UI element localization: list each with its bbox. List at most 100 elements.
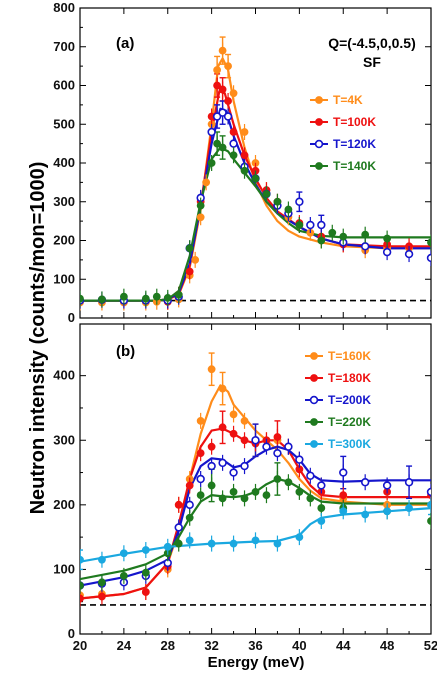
- legend-marker: [315, 96, 323, 104]
- data-point: [196, 201, 205, 210]
- data-point: [339, 232, 348, 241]
- y-tick-label: 600: [53, 78, 75, 93]
- data-point: [284, 442, 293, 451]
- x-tick-label: 20: [73, 638, 87, 653]
- data-point: [229, 539, 238, 548]
- data-point: [328, 228, 337, 237]
- data-point: [360, 242, 370, 251]
- plot-area: [80, 36, 431, 311]
- data-point: [240, 166, 249, 175]
- data-point: [185, 481, 194, 490]
- legend-label: T=220K: [328, 415, 371, 429]
- data-point: [295, 488, 304, 496]
- fit-curve-T=140K: [80, 146, 431, 302]
- data-point: [80, 581, 84, 590]
- data-point: [207, 481, 216, 490]
- data-point: [229, 139, 238, 148]
- data-point: [295, 533, 304, 542]
- data-point: [141, 294, 150, 303]
- y-tick-label: 0: [68, 310, 75, 325]
- data-point: [229, 429, 238, 438]
- data-point: [229, 151, 238, 160]
- data-point: [185, 513, 194, 522]
- annotation-sf: SF: [363, 54, 381, 70]
- data-point: [196, 416, 205, 425]
- panel-a: 0 100 200 300 400 500 600 700 800 (a) Q=(-4.5,0,0.…: [53, 0, 432, 325]
- data-point: [404, 478, 414, 487]
- data-point: [295, 197, 304, 206]
- legend-marker: [315, 162, 323, 170]
- data-point: [317, 236, 326, 245]
- data-point: [80, 594, 84, 603]
- data-point: [212, 112, 222, 121]
- data-point: [284, 478, 293, 487]
- y-tick-label: 300: [53, 432, 75, 447]
- legend-label: T=120K: [333, 137, 376, 151]
- legend-label: T=180K: [328, 371, 371, 385]
- data-point: [295, 455, 304, 464]
- data-point: [185, 536, 194, 545]
- data-point: [185, 500, 194, 510]
- legend-marker: [314, 139, 324, 149]
- data-point: [382, 247, 392, 257]
- fit-curve-T=200K: [80, 445, 431, 587]
- data-point: [426, 253, 431, 263]
- data-point: [306, 494, 315, 503]
- fit-curve-T=100K: [80, 90, 431, 302]
- data-point: [361, 230, 370, 239]
- data-point: [427, 517, 431, 525]
- data-point: [405, 504, 413, 512]
- data-point: [196, 449, 205, 458]
- data-point: [273, 197, 282, 206]
- data-point: [317, 504, 326, 512]
- data-point: [207, 442, 216, 451]
- data-point: [339, 468, 348, 477]
- x-tick-label: 40: [292, 638, 306, 653]
- data-point: [218, 143, 227, 152]
- data-point: [427, 500, 431, 509]
- data-point: [240, 416, 249, 425]
- data-point: [185, 267, 194, 276]
- data-point: [262, 442, 271, 451]
- data-point: [119, 571, 128, 580]
- data-point: [360, 478, 370, 487]
- data-point: [98, 555, 106, 564]
- data-point: [218, 85, 227, 94]
- data-point: [251, 174, 260, 183]
- data-point: [202, 178, 211, 187]
- plot-frame: [79, 323, 432, 635]
- y-tick-label: 500: [53, 116, 75, 131]
- legend-label: T=140K: [333, 159, 376, 173]
- data-point: [306, 471, 315, 480]
- legend-label: T=300K: [328, 437, 371, 451]
- x-tick-label: 32: [204, 638, 218, 653]
- data-point: [152, 292, 161, 301]
- y-axis-title: Neutron intensity (counts/mon=1000): [27, 162, 49, 515]
- data-point: [218, 384, 227, 393]
- data-point: [98, 578, 106, 587]
- data-point: [382, 481, 392, 490]
- data-point: [141, 588, 150, 596]
- data-point: [207, 539, 216, 548]
- data-point: [163, 293, 172, 302]
- data-point: [426, 487, 431, 497]
- data-point: [196, 474, 205, 484]
- y-tick-label: 200: [53, 497, 75, 512]
- data-point: [174, 290, 183, 299]
- data-point: [213, 139, 222, 148]
- data-point: [213, 81, 222, 90]
- legend-marker: [310, 374, 318, 382]
- y-tick-label: 800: [53, 0, 75, 15]
- data-point: [218, 494, 227, 503]
- legend-label: T=100K: [333, 115, 376, 129]
- data-point: [141, 546, 150, 554]
- panel-label: (b): [116, 343, 135, 360]
- data-point: [361, 510, 370, 519]
- legend-label: T=200K: [328, 393, 371, 407]
- data-point: [251, 436, 260, 445]
- legend-marker: [315, 118, 323, 126]
- x-tick-label: 28: [161, 638, 175, 653]
- data-point: [240, 494, 249, 503]
- data-point: [119, 549, 128, 558]
